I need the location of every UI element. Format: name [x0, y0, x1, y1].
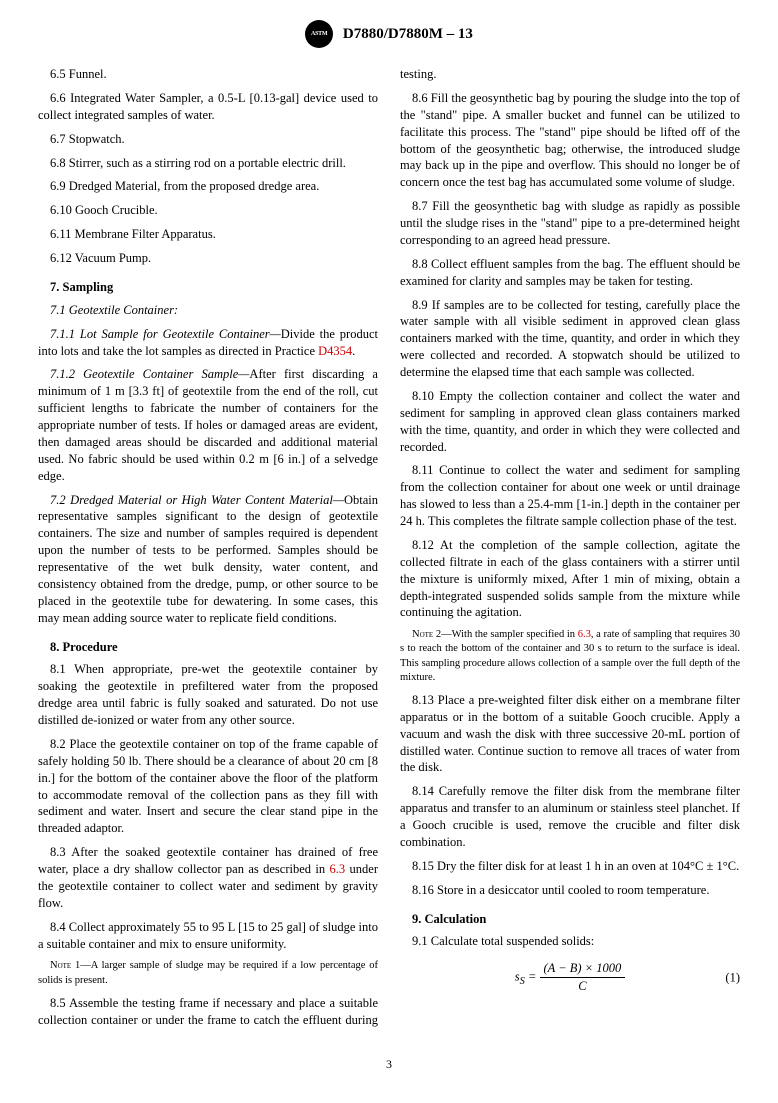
- section-9-head: 9. Calculation: [400, 911, 740, 928]
- eq-numerator: (A − B) × 1000: [540, 960, 626, 978]
- para-8-13: 8.13 Place a pre-weighted filter disk ei…: [400, 692, 740, 776]
- para-7-1-text: 7.1 Geotextile Container:: [50, 303, 178, 317]
- ref-6-3-b[interactable]: 6.3: [578, 629, 591, 640]
- para-8-11: 8.11 Continue to collect the water and s…: [400, 462, 740, 530]
- para-8-10: 8.10 Empty the collection container and …: [400, 388, 740, 456]
- para-6-8: 6.8 Stirrer, such as a stirring rod on a…: [38, 155, 378, 172]
- eq-denominator: C: [540, 978, 626, 995]
- eq-number: (1): [725, 969, 740, 986]
- para-7-1-2: 7.1.2 Geotextile Container Sample—After …: [38, 366, 378, 484]
- ref-d4354[interactable]: D4354: [318, 344, 352, 358]
- para-7-1-2-body: After first discarding a minimum of 1 m …: [38, 367, 378, 482]
- para-6-7: 6.7 Stopwatch.: [38, 131, 378, 148]
- para-6-6: 6.6 Integrated Water Sampler, a 0.5-L [0…: [38, 90, 378, 124]
- para-6-11: 6.11 Membrane Filter Apparatus.: [38, 226, 378, 243]
- eq-sub: S: [520, 976, 525, 987]
- para-7-1-2-head: 7.1.2 Geotextile Container Sample—: [50, 367, 249, 381]
- para-8-9: 8.9 If samples are to be collected for t…: [400, 297, 740, 381]
- section-7-head: 7. Sampling: [38, 279, 378, 296]
- ref-6-3-a[interactable]: 6.3: [330, 862, 346, 876]
- para-8-2: 8.2 Place the geotextile container on to…: [38, 736, 378, 837]
- para-6-10: 6.10 Gooch Crucible.: [38, 202, 378, 219]
- para-8-14: 8.14 Carefully remove the filter disk fr…: [400, 783, 740, 851]
- para-8-12: 8.12 At the completion of the sample col…: [400, 537, 740, 621]
- para-7-1-1-head: 7.1.1 Lot Sample for Geotextile Containe…: [50, 327, 281, 341]
- para-8-15: 8.15 Dry the filter disk for at least 1 …: [400, 858, 740, 875]
- para-7-2: 7.2 Dredged Material or High Water Conte…: [38, 492, 378, 627]
- page-header: D7880/D7880M – 13: [38, 20, 740, 48]
- note-2: Note 2—With the sampler specified in 6.3…: [400, 628, 740, 685]
- para-6-9: 6.9 Dredged Material, from the proposed …: [38, 178, 378, 195]
- standard-number: D7880/D7880M – 13: [343, 26, 473, 42]
- para-7-1-1-end: .: [352, 344, 355, 358]
- para-8-3-a: 8.3 After the soaked geotextile containe…: [38, 845, 378, 876]
- para-8-8: 8.8 Collect effluent samples from the ba…: [400, 256, 740, 290]
- para-8-16: 8.16 Store in a desiccator until cooled …: [400, 882, 740, 899]
- note-1-label: Note 1—: [50, 960, 91, 971]
- astm-logo-icon: [305, 20, 333, 48]
- note-2-label: Note 2—: [412, 629, 452, 640]
- para-7-2-body: Obtain representative samples significan…: [38, 493, 378, 625]
- para-7-1-1: 7.1.1 Lot Sample for Geotextile Containe…: [38, 326, 378, 360]
- page-number: 3: [38, 1056, 740, 1072]
- para-6-5: 6.5 Funnel.: [38, 66, 378, 83]
- para-7-1: 7.1 Geotextile Container:: [38, 302, 378, 319]
- equation-1: sS = (A − B) × 1000 C (1): [400, 960, 740, 995]
- para-8-4: 8.4 Collect approximately 55 to 95 L [15…: [38, 919, 378, 953]
- para-6-12: 6.12 Vacuum Pump.: [38, 250, 378, 267]
- para-8-1: 8.1 When appropriate, pre-wet the geotex…: [38, 661, 378, 729]
- para-8-7: 8.7 Fill the geosynthetic bag with sludg…: [400, 198, 740, 249]
- para-9-1: 9.1 Calculate total suspended solids:: [400, 933, 740, 950]
- note-2-a: With the sampler specified in: [452, 629, 578, 640]
- para-8-3: 8.3 After the soaked geotextile containe…: [38, 844, 378, 912]
- para-7-2-head: 7.2 Dredged Material or High Water Conte…: [50, 493, 344, 507]
- content-columns: 6.5 Funnel. 6.6 Integrated Water Sampler…: [38, 66, 740, 1028]
- section-8-head: 8. Procedure: [38, 639, 378, 656]
- note-1: Note 1—A larger sample of sludge may be …: [38, 959, 378, 987]
- para-8-6: 8.6 Fill the geosynthetic bag by pouring…: [400, 90, 740, 191]
